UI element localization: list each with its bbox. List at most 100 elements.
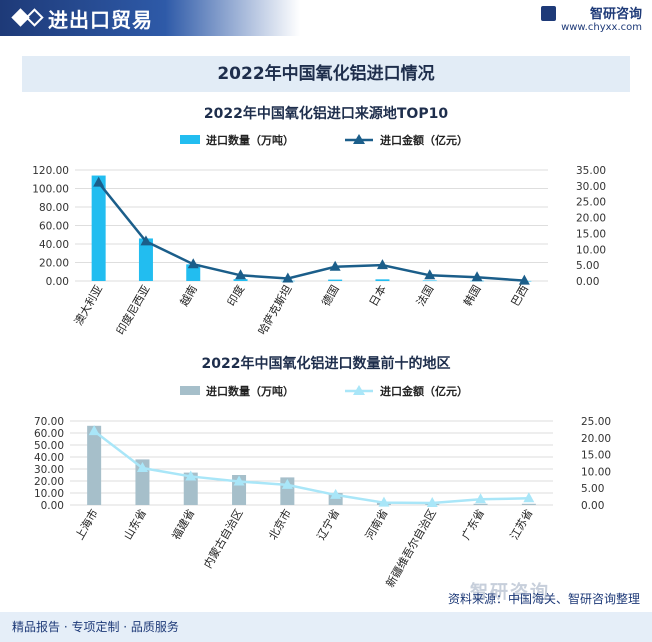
line-point [93, 176, 105, 187]
brand: 智研咨询 www.chyxx.com [541, 3, 642, 33]
legend-triangle-marker [353, 385, 365, 395]
y-left-tick-label: 60.00 [34, 428, 64, 440]
line-point [378, 496, 390, 507]
y-right-tick-label: 10.00 [581, 466, 611, 478]
legend-bar-swatch [180, 135, 200, 144]
y-right-tick-label: 5.00 [581, 483, 604, 495]
y-left-tick-label: 70.00 [34, 416, 64, 428]
y-left-tick-label: 20.00 [39, 258, 69, 270]
legend-label-line: 进口金额（亿元） [380, 133, 468, 147]
line-point [471, 271, 483, 282]
y-left-tick-label: 20.00 [34, 476, 64, 488]
bar [186, 264, 201, 281]
bar [521, 503, 536, 505]
y-right-tick-label: 30.00 [576, 181, 606, 193]
category-label: 内蒙古自治区 [201, 507, 246, 571]
line-point [136, 462, 148, 473]
bar [422, 280, 437, 282]
series-line [97, 181, 525, 282]
line-point [235, 269, 247, 280]
line-point [187, 258, 199, 269]
line-point [282, 272, 294, 283]
category-label: 福建省 [169, 507, 198, 543]
y-left-tick-label: 30.00 [34, 464, 64, 476]
header-bar: 进出口贸易 智研咨询 www.chyxx.com [0, 0, 652, 36]
category-label: 河南省 [363, 507, 391, 542]
y-right-tick-label: 20.00 [576, 213, 606, 225]
y-left-tick-label: 40.00 [34, 452, 64, 464]
bar [138, 238, 153, 281]
category-label: 辽宁省 [314, 507, 343, 543]
category-label: 巴西 [509, 283, 531, 309]
chart-title: 2022年中国氧化铝进口来源地TOP10 [204, 105, 448, 122]
brand-logo-icon [541, 6, 557, 21]
category-label: 法国 [413, 283, 436, 309]
line-point [233, 475, 245, 486]
y-left-tick-label: 100.00 [32, 184, 69, 196]
category-label: 印度尼西亚 [113, 283, 153, 338]
bar [473, 503, 488, 505]
legend-label-line: 进口金额（亿元） [380, 384, 468, 398]
category-label: 新疆维吾尔自治区 [383, 507, 439, 590]
y-right-tick-label: 15.00 [581, 450, 611, 462]
line-point [523, 492, 535, 503]
line-point [329, 260, 341, 271]
legend-bar-swatch [180, 386, 200, 395]
line-point [518, 274, 530, 285]
line-point [185, 470, 197, 481]
header-stripe [0, 0, 300, 36]
banner-title: 2022年中国氧化铝进口情况 [22, 56, 630, 92]
y-left-tick-label: 0.00 [41, 500, 64, 512]
category-label: 山东省 [121, 507, 149, 542]
line-point [426, 496, 438, 507]
legend-label-bar: 进口数量（万吨） [206, 133, 294, 147]
y-right-tick-label: 25.00 [576, 197, 606, 209]
category-label: 韩国 [461, 283, 484, 309]
line-point [88, 425, 100, 436]
category-label: 哈萨克斯坦 [255, 283, 295, 338]
category-label: 广东省 [459, 507, 487, 542]
y-right-tick-label: 15.00 [576, 228, 606, 240]
bar [183, 472, 198, 505]
header-title: 进出口贸易 [48, 8, 153, 32]
legend-label-bar: 进口数量（万吨） [206, 384, 294, 398]
bar [91, 175, 106, 281]
y-left-tick-label: 10.00 [34, 488, 64, 500]
charts-canvas: 2022年中国氧化铝进口来源地TOP10 进口数量（万吨） 进口金额（亿元） 0.00… [32, 105, 611, 590]
series-line [93, 430, 529, 505]
category-label: 北京市 [265, 507, 294, 543]
footer-slogan: 精品报告 · 专项定制 · 品质服务 [12, 620, 179, 634]
chart-title: 2022年中国氧化铝进口数量前十的地区 [202, 355, 451, 372]
y-right-tick-label: 35.00 [576, 165, 606, 177]
line-point [140, 235, 152, 246]
y-left-tick-label: 50.00 [34, 440, 64, 452]
category-label: 澳大利亚 [71, 283, 105, 328]
category-label: 日本 [366, 283, 389, 309]
footer: 资料来源：中国海关、智研咨询整理 精品报告 · 专项定制 · 品质服务 [0, 592, 652, 642]
line-point [424, 269, 436, 280]
category-label: 印度 [224, 283, 247, 309]
brand-name: 智研咨询 [589, 7, 642, 22]
watermark-logo: 智研咨询 [470, 582, 550, 603]
line-point [376, 259, 388, 270]
brand-url: www.chyxx.com [561, 22, 642, 33]
y-left-tick-label: 40.00 [39, 239, 69, 251]
bar [375, 279, 390, 281]
category-label: 德国 [319, 283, 342, 309]
bar [87, 425, 102, 505]
y-right-tick-label: 5.00 [576, 260, 599, 272]
line-point [281, 478, 293, 489]
y-right-tick-label: 0.00 [581, 500, 604, 512]
source-note: 资料来源：中国海关、智研咨询整理 [447, 592, 640, 606]
category-label: 上海市 [72, 507, 101, 543]
bar [328, 279, 343, 281]
line-point [475, 493, 487, 504]
y-right-tick-label: 0.00 [576, 276, 599, 288]
y-right-tick-label: 10.00 [576, 244, 606, 256]
category-label: 越南 [177, 283, 200, 309]
y-right-tick-label: 25.00 [581, 416, 611, 428]
y-left-tick-label: 0.00 [46, 276, 69, 288]
y-right-tick-label: 20.00 [581, 433, 611, 445]
bar [233, 279, 248, 281]
y-left-tick-label: 60.00 [39, 221, 69, 233]
